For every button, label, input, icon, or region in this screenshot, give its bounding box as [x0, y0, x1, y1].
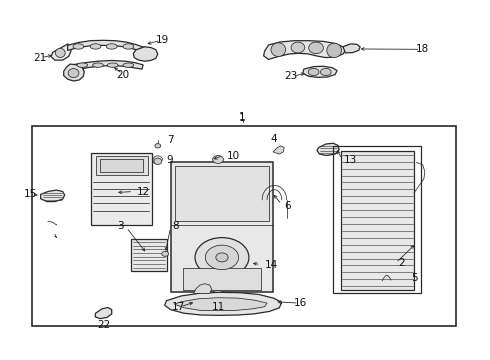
Text: 6: 6 [284, 201, 291, 211]
Polygon shape [133, 47, 158, 61]
Text: 3: 3 [117, 221, 123, 231]
Ellipse shape [320, 68, 331, 76]
Ellipse shape [271, 43, 286, 57]
Polygon shape [165, 292, 282, 315]
Polygon shape [70, 60, 143, 72]
Ellipse shape [291, 42, 305, 53]
Text: 1: 1 [239, 112, 246, 122]
Bar [100, 159, 143, 172]
Polygon shape [174, 298, 267, 311]
Text: 14: 14 [265, 260, 278, 270]
Ellipse shape [308, 68, 319, 76]
Ellipse shape [73, 44, 84, 49]
Text: 12: 12 [137, 186, 150, 197]
Polygon shape [317, 143, 339, 156]
Ellipse shape [106, 44, 117, 49]
Ellipse shape [213, 156, 223, 163]
Bar [91, 153, 152, 225]
Ellipse shape [77, 63, 88, 67]
Text: 22: 22 [97, 320, 111, 330]
Text: 20: 20 [116, 70, 129, 80]
Text: 16: 16 [294, 298, 307, 308]
Ellipse shape [205, 245, 239, 270]
Text: 9: 9 [167, 155, 173, 165]
Polygon shape [95, 307, 112, 319]
Polygon shape [41, 190, 65, 202]
Bar [96, 156, 148, 175]
Text: 11: 11 [211, 302, 225, 312]
Bar [175, 166, 269, 221]
Ellipse shape [162, 251, 169, 256]
Ellipse shape [216, 253, 228, 262]
Text: 15: 15 [24, 189, 37, 199]
Bar [32, 126, 456, 326]
Bar [183, 268, 261, 290]
Bar [171, 162, 273, 292]
Polygon shape [68, 40, 145, 52]
Text: 18: 18 [416, 44, 429, 54]
Text: 17: 17 [172, 302, 185, 312]
Ellipse shape [107, 63, 118, 67]
Text: 1: 1 [239, 113, 246, 123]
Text: 5: 5 [412, 273, 418, 283]
Text: 23: 23 [284, 71, 297, 81]
Ellipse shape [123, 63, 134, 67]
Polygon shape [343, 44, 360, 53]
Ellipse shape [55, 49, 65, 57]
Polygon shape [51, 44, 71, 60]
Polygon shape [64, 64, 84, 81]
Polygon shape [264, 41, 345, 59]
Ellipse shape [195, 238, 249, 277]
Text: 10: 10 [226, 150, 240, 161]
Ellipse shape [309, 42, 323, 54]
Text: 8: 8 [172, 221, 179, 231]
Ellipse shape [68, 68, 79, 77]
Ellipse shape [327, 43, 342, 58]
Polygon shape [273, 146, 284, 154]
Text: 4: 4 [270, 134, 277, 144]
Polygon shape [212, 290, 222, 300]
Text: 21: 21 [33, 53, 46, 63]
Bar [341, 151, 414, 290]
Bar [131, 239, 167, 271]
Ellipse shape [155, 144, 161, 148]
Polygon shape [303, 66, 337, 77]
Text: 7: 7 [168, 135, 174, 145]
Text: 19: 19 [156, 35, 169, 45]
Polygon shape [194, 284, 212, 293]
Ellipse shape [90, 44, 101, 49]
Text: 13: 13 [344, 155, 357, 165]
Ellipse shape [93, 63, 103, 67]
Ellipse shape [123, 44, 134, 49]
Text: 2: 2 [398, 258, 405, 268]
Ellipse shape [154, 158, 162, 165]
